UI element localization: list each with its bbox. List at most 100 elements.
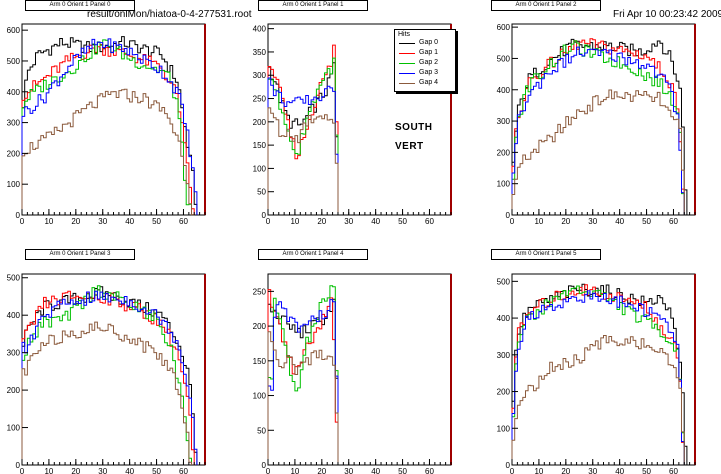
legend-entry: Gap 1: [395, 48, 455, 58]
y-tick-label: 100: [497, 424, 511, 433]
x-tick-label: 50: [152, 467, 161, 474]
panel-title-1: Arm 0 Orient 1 Panel 1: [258, 0, 368, 11]
y-tick-label: 200: [253, 118, 267, 127]
x-tick-label: 0: [266, 467, 271, 474]
y-tick-label: 400: [7, 88, 21, 97]
x-tick-label: 0: [266, 217, 271, 226]
y-tick-label: 200: [253, 322, 267, 331]
x-tick-label: 50: [152, 217, 161, 226]
x-tick-label: 10: [290, 217, 299, 226]
legend-label: Gap 2: [419, 59, 439, 66]
x-tick-label: 10: [534, 467, 543, 474]
y-tick-label: 50: [257, 426, 266, 435]
y-tick-label: 300: [253, 71, 267, 80]
histogram-series-gap-4: [511, 335, 685, 465]
y-tick-label: 100: [253, 164, 267, 173]
x-tick-label: 60: [179, 217, 188, 226]
x-tick-label: 40: [615, 467, 624, 474]
x-tick-label: 20: [71, 467, 80, 474]
panel-title-5: Arm 0 Orient 1 Panel 5: [491, 249, 601, 260]
x-tick-label: 0: [510, 467, 515, 474]
x-tick-label: 60: [425, 467, 434, 474]
legend-label: Gap 0: [419, 39, 439, 46]
y-tick-label: 100: [7, 180, 21, 189]
y-tick-label: 200: [497, 388, 511, 397]
legend-entry: Gap 4: [395, 78, 455, 88]
x-tick-label: 60: [425, 217, 434, 226]
histogram-series-gap-3: [511, 290, 685, 465]
y-tick-label: 400: [497, 314, 511, 323]
histogram-series-gap-4: [21, 321, 192, 465]
arm-label: SOUTH: [395, 122, 433, 133]
y-tick-label: 0: [16, 211, 21, 220]
y-tick-label: 400: [253, 25, 267, 34]
histogram-series-gap-3: [21, 38, 198, 215]
x-tick-label: 60: [669, 467, 678, 474]
legend-entry: Gap 2: [395, 58, 455, 68]
legend-swatch: [399, 53, 415, 54]
histogram-panel-4: 0 10 20 30 40 50 60 0 50 100 150 200 250: [253, 273, 452, 474]
y-tick-label: 250: [253, 95, 267, 104]
x-tick-label: 50: [642, 467, 651, 474]
timestamp-label: Fri Apr 10 00:23:42 2009: [613, 9, 721, 20]
plot-frame: [21, 273, 206, 466]
x-tick-label: 0: [20, 217, 25, 226]
x-tick-label: 10: [290, 467, 299, 474]
x-tick-label: 20: [317, 467, 326, 474]
x-tick-label: 40: [125, 467, 134, 474]
legend-label: Gap 4: [419, 79, 439, 86]
y-tick-label: 300: [497, 351, 511, 360]
legend-label: Gap 3: [419, 69, 439, 76]
histogram-series-gap-3: [267, 77, 339, 215]
x-tick-label: 30: [344, 217, 353, 226]
x-tick-label: 30: [344, 467, 353, 474]
x-tick-label: 30: [98, 467, 107, 474]
x-tick-label: 50: [398, 217, 407, 226]
y-tick-label: 0: [506, 461, 511, 470]
legend-swatch: [399, 83, 415, 84]
y-tick-label: 100: [497, 180, 511, 189]
histogram-panel-3: 0 10 20 30 40 50 60 0 100 200 300 400 500: [7, 273, 206, 474]
y-tick-label: 0: [506, 211, 511, 220]
x-tick-label: 20: [317, 217, 326, 226]
histogram-series-gap-4: [267, 331, 339, 465]
orientation-label: VERT: [395, 141, 424, 152]
x-tick-label: 60: [669, 217, 678, 226]
histogram-panel-1: 0 10 20 30 40 50 60 0 50 100 150 200 250 300 350 400: [253, 23, 452, 226]
histogram-series-gap-2: [21, 39, 192, 215]
plot-frame: [511, 273, 696, 466]
y-tick-label: 600: [497, 23, 511, 32]
x-tick-label: 30: [98, 217, 107, 226]
panel-title-4: Arm 0 Orient 1 Panel 4: [258, 249, 368, 260]
panel-title-0: Arm 0 Orient 1 Panel 0: [25, 0, 135, 11]
legend-entry: Gap 3: [395, 68, 455, 78]
y-tick-label: 100: [253, 392, 267, 401]
x-tick-label: 50: [642, 217, 651, 226]
y-tick-label: 300: [7, 119, 21, 128]
x-tick-label: 10: [44, 467, 53, 474]
x-tick-label: 20: [561, 467, 570, 474]
panel-title-2: Arm 0 Orient 1 Panel 2: [491, 0, 601, 11]
legend-label: Gap 1: [419, 49, 439, 56]
histogram-series-gap-3: [511, 46, 685, 215]
y-tick-label: 400: [7, 311, 21, 320]
x-tick-label: 30: [588, 467, 597, 474]
legend-swatch: [399, 63, 415, 64]
x-tick-label: 10: [534, 217, 543, 226]
x-tick-label: 40: [371, 467, 380, 474]
y-tick-label: 500: [497, 277, 511, 286]
y-tick-label: 50: [257, 188, 266, 197]
y-tick-label: 150: [253, 357, 267, 366]
y-tick-label: 500: [7, 274, 21, 283]
y-tick-label: 100: [7, 424, 21, 433]
y-tick-label: 500: [7, 57, 21, 66]
legend-title: Hits: [398, 31, 411, 38]
histogram-series-gap-3: [267, 299, 339, 465]
histogram-panel-5: 0 10 20 30 40 50 60 0 100 200 300 400 500: [497, 273, 696, 474]
y-tick-label: 0: [16, 461, 21, 470]
histogram-series-gap-4: [511, 89, 685, 215]
y-tick-label: 300: [7, 349, 21, 358]
x-tick-label: 40: [615, 217, 624, 226]
